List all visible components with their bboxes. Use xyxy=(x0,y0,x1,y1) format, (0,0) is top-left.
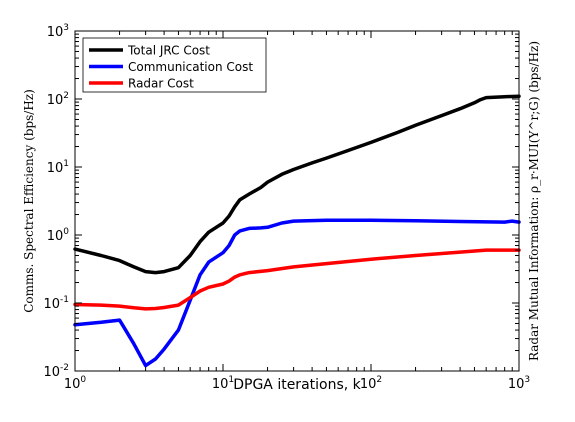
tick-layer: 100 101 102 103 10-2 10-1 100 101 102 103 xyxy=(43,23,530,392)
series-line-radar-cost xyxy=(73,248,521,311)
y-axis-label-right: Radar Mutual Information: ρ_r·MUI(Y^r;G)… xyxy=(527,41,541,361)
y-tick-label: 103 xyxy=(47,23,69,40)
y-tick-label: 100 xyxy=(47,227,70,244)
y-tick-label: 101 xyxy=(47,159,69,176)
series-layer xyxy=(73,94,521,368)
x-axis-label: DPGA iterations, k xyxy=(233,377,361,393)
y-axis-label-left: Comms. Spectral Efficiency (bps/Hz) xyxy=(22,89,36,313)
x-tick-label: 101 xyxy=(212,375,234,392)
plot-frame xyxy=(74,30,520,372)
series-line-communication-cost xyxy=(73,218,521,368)
x-tick-label: 103 xyxy=(508,375,530,392)
legend-label: Radar Cost xyxy=(128,77,194,91)
y-tick-label: 10-1 xyxy=(43,295,69,312)
legend-label: Total JRC Cost xyxy=(127,44,210,58)
x-tick-label: 102 xyxy=(360,375,382,392)
legend-label: Communication Cost xyxy=(128,60,253,74)
x-tick-label: 100 xyxy=(64,375,87,392)
y-tick-label: 10-2 xyxy=(43,363,69,380)
legend: Total JRC Cost Communication Cost Radar Co… xyxy=(82,37,267,93)
y-tick-label: 102 xyxy=(47,91,69,108)
series-line-total-jrc-cost xyxy=(73,94,521,275)
